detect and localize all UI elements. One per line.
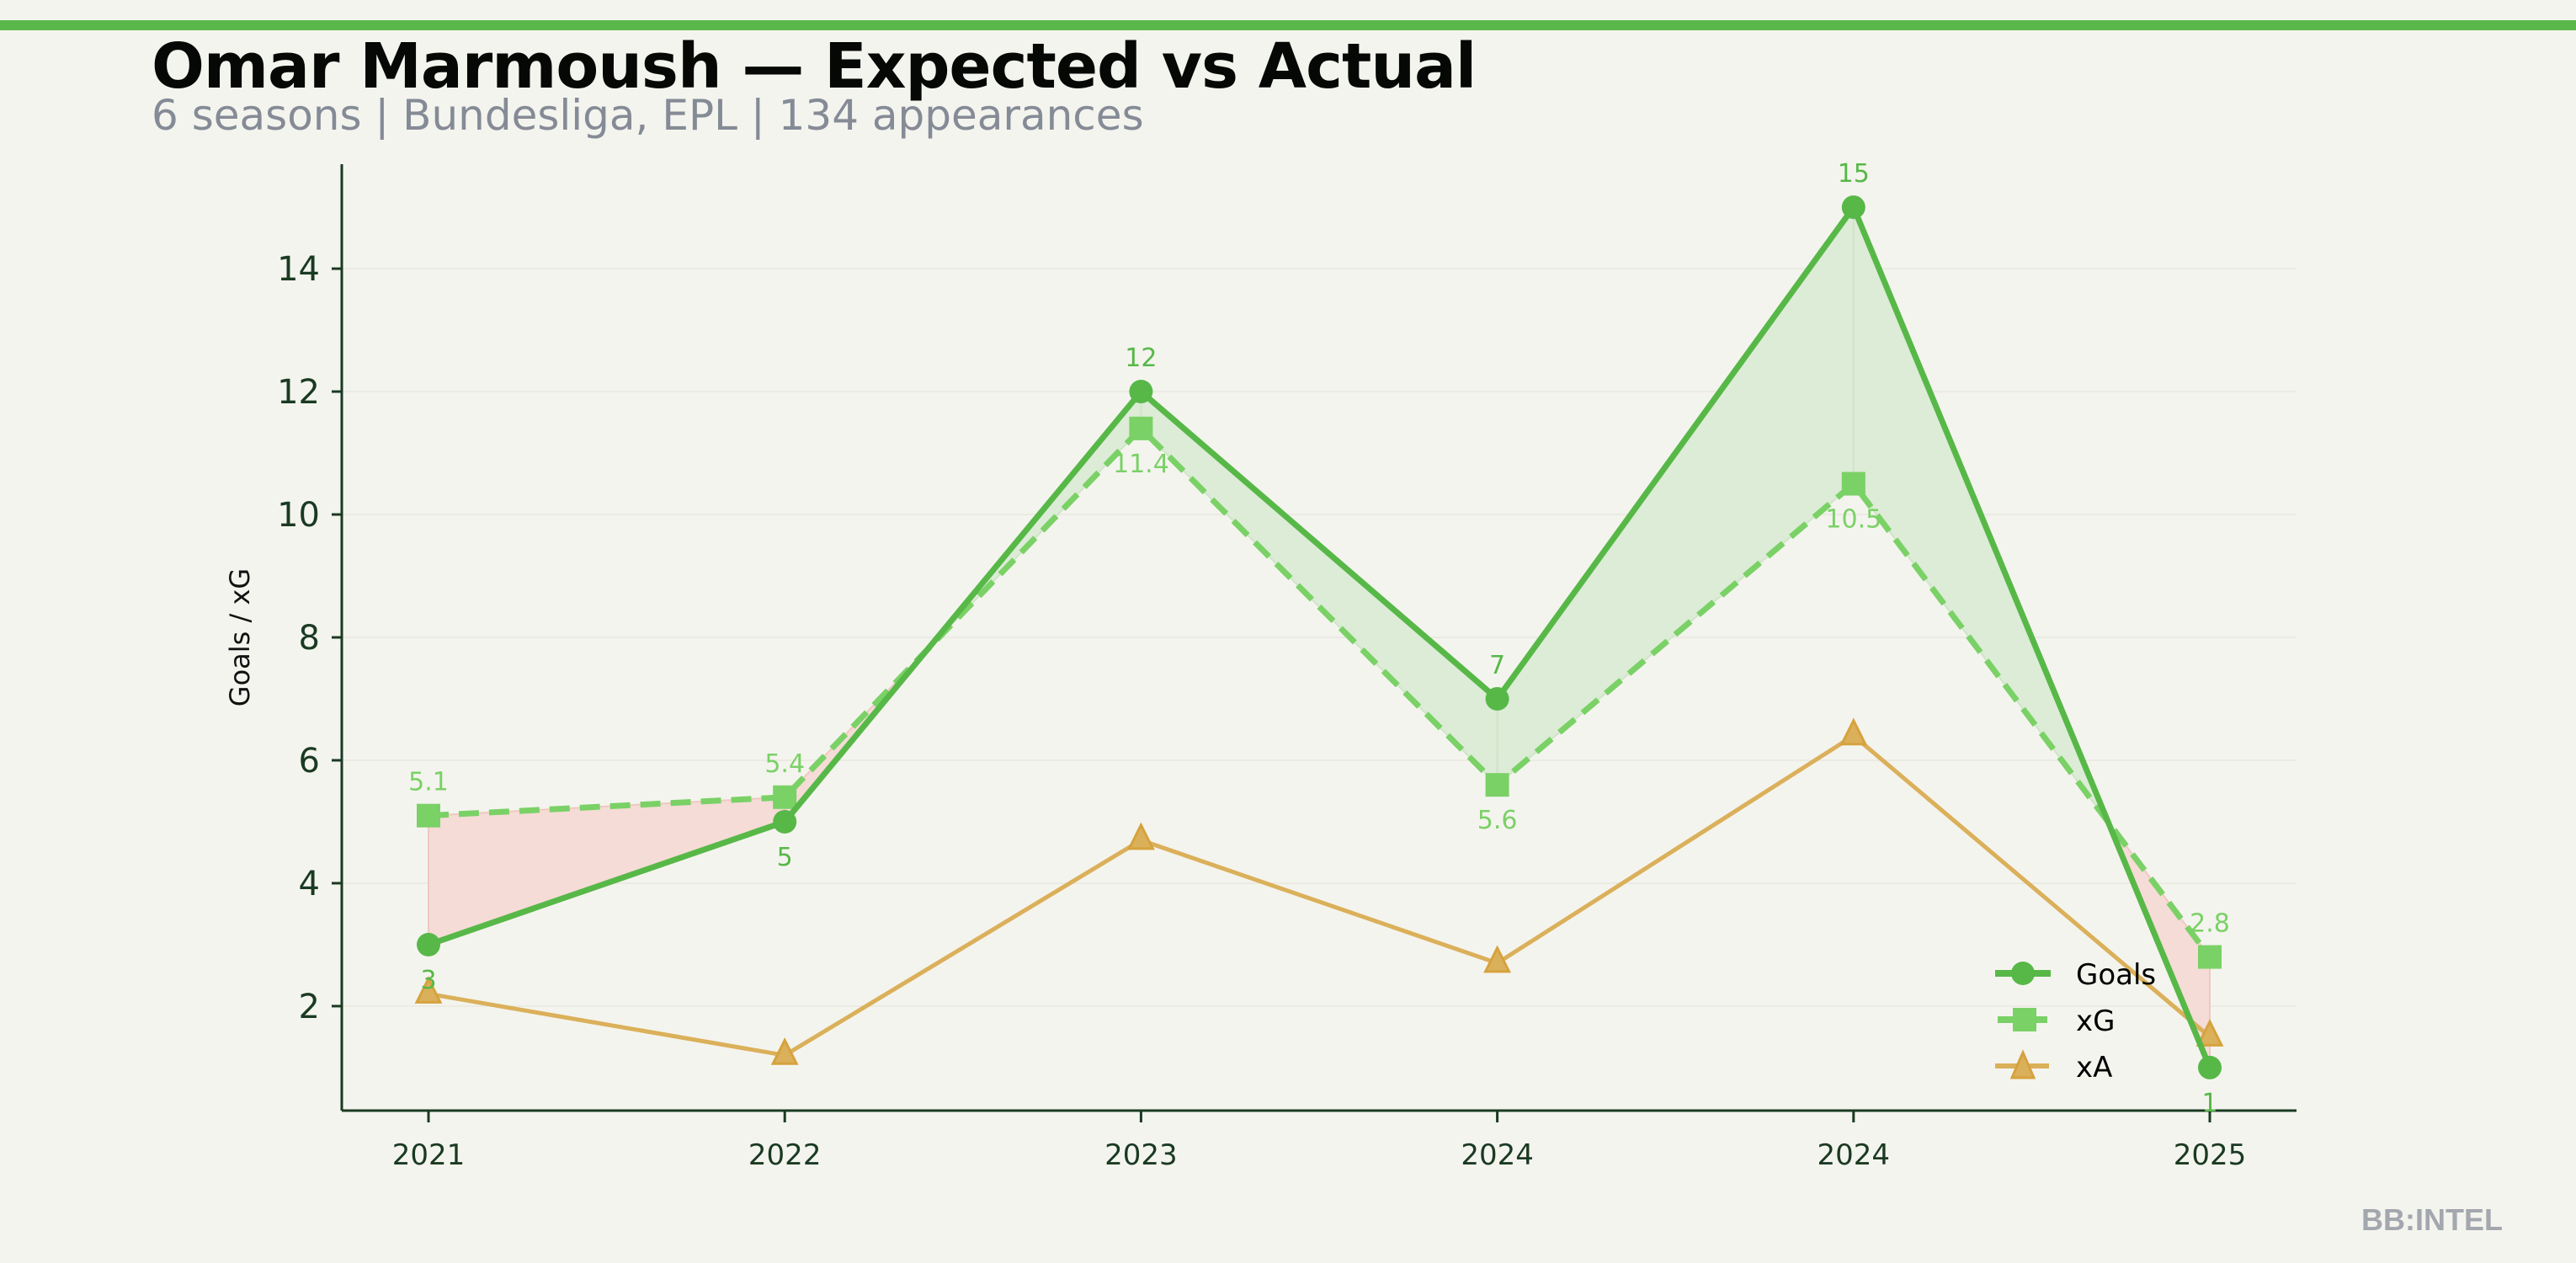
legend-xg-icon [2013,1008,2036,1031]
legend-label: xA [2076,1051,2112,1084]
xa-marker [1839,717,1868,746]
goals-data-label: 7 [1489,651,1505,680]
y-tick-label: 10 [277,496,320,535]
goals-marker [2198,1055,2222,1079]
y-axis-label: Goals / xG [224,568,256,706]
y-tick-label: 12 [277,373,320,412]
xg-marker [417,803,440,828]
xa-marker [2195,1019,2224,1047]
xg-data-label: 5.1 [408,768,449,797]
goals-marker [773,809,797,834]
y-tick-label: 2 [299,988,320,1026]
y-tick-label: 8 [299,619,320,658]
xg-marker [1129,416,1153,440]
y-tick-label: 14 [277,250,320,289]
overperformance-fill [1140,389,1498,787]
legend-label: Goals [2076,958,2156,992]
underperformance-fill [428,796,786,946]
xg-marker [1485,773,1509,797]
xg-data-label: 5.6 [1477,806,1518,835]
xg-data-label: 5.4 [764,749,805,779]
xg-data-label: 2.8 [2190,909,2230,939]
legend-label: xG [2076,1005,2115,1038]
x-tick-label: 2024 [1818,1138,1891,1172]
xg-data-label: 10.5 [1825,505,1881,535]
goals-marker [1485,686,1509,711]
goals-data-label: 12 [1125,344,1157,373]
goals-data-label: 15 [1838,159,1870,189]
overperformance-fill [1496,205,1855,787]
xg-marker [773,785,797,809]
x-tick-label: 2024 [1461,1138,1534,1172]
goals-marker [417,932,440,957]
goals-data-label: 3 [420,966,436,995]
goals-marker [1129,380,1153,404]
y-tick-label: 6 [299,742,320,781]
legend-xa-icon [2009,1049,2036,1079]
goals-data-label: 5 [777,843,793,872]
xa-marker [1126,822,1155,850]
xg-marker [1841,472,1865,496]
goals-data-label: 1 [2201,1089,2217,1118]
xg-line [428,424,2212,959]
chart-title: Omar Marmoush — Expected vs Actual [152,30,1477,103]
goals-line [427,200,2213,1069]
x-tick-label: 2021 [392,1138,466,1172]
goals-marker [1841,195,1865,220]
xa-marker [414,975,443,1004]
xg-data-label: 11.4 [1113,450,1169,479]
chart-subtitle: 6 seasons | Bundesliga, EPL | 134 appear… [152,91,1144,140]
accent-bar [0,20,2576,30]
watermark: BB:INTEL [2361,1202,2503,1237]
x-tick-label: 2022 [748,1138,822,1172]
legend-goals-icon [2011,962,2035,985]
x-tick-label: 2023 [1104,1138,1178,1172]
xa-marker [770,1037,799,1065]
x-tick-label: 2025 [2174,1138,2247,1172]
xa-line [428,733,2211,1058]
xg-marker [2198,945,2222,969]
y-tick-label: 4 [299,865,320,903]
xa-marker [1483,945,1512,973]
